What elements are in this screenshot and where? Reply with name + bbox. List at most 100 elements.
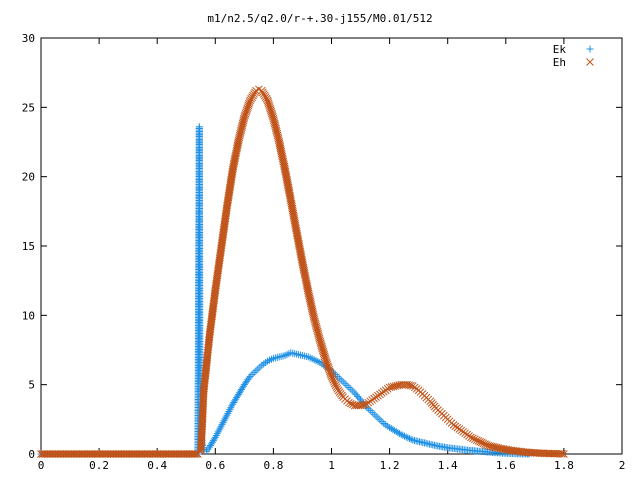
- data-point-ek: [402, 433, 410, 441]
- data-point-eh: [233, 143, 242, 151]
- data-point-ek: [250, 369, 258, 377]
- data-point-ek: [374, 414, 382, 422]
- data-point-ek: [396, 430, 404, 438]
- data-point-ek: [357, 396, 365, 404]
- data-point-ek: [352, 391, 360, 399]
- data-point-eh: [345, 398, 353, 407]
- data-point-eh: [293, 231, 302, 240]
- data-point-ek: [376, 416, 384, 424]
- data-point-eh: [285, 186, 293, 195]
- data-point-ek: [354, 392, 362, 400]
- data-point-eh: [299, 262, 307, 270]
- data-point-eh: [284, 183, 293, 192]
- x-tick-label: 0.2: [89, 459, 109, 472]
- data-point-eh: [560, 450, 568, 458]
- data-point-eh: [298, 258, 307, 267]
- x-tick-label: 1: [328, 459, 335, 472]
- data-point-eh: [295, 241, 303, 249]
- x-tick-label: 0.6: [205, 459, 225, 472]
- data-point-ek: [404, 434, 412, 442]
- data-point-eh: [469, 434, 477, 443]
- data-point-eh: [300, 270, 309, 278]
- legend-label-ek: Ek: [553, 43, 567, 56]
- x-tick-label: 1.4: [438, 459, 458, 472]
- chart-title: m1/n2.5/q2.0/r-+.30-j155/M0.01/512: [207, 12, 432, 25]
- x-tick-label: 1.8: [554, 459, 574, 472]
- x-tick-label: 0: [38, 459, 45, 472]
- data-point-ek: [399, 431, 407, 439]
- data-point-eh: [284, 185, 293, 193]
- data-point-ek: [372, 412, 380, 420]
- data-point-eh: [302, 276, 310, 285]
- data-point-eh: [303, 284, 312, 293]
- data-point-eh: [283, 177, 292, 185]
- data-point-eh: [302, 278, 311, 286]
- data-point-eh: [229, 162, 238, 171]
- data-point-eh: [230, 157, 239, 166]
- data-point-eh: [230, 159, 238, 168]
- data-point-eh: [233, 144, 241, 153]
- data-point-eh: [282, 173, 291, 182]
- x-tick-label: 1.2: [380, 459, 400, 472]
- data-point-eh: [332, 383, 341, 391]
- data-point-eh: [304, 286, 312, 294]
- data-point-eh: [293, 233, 302, 241]
- data-point-ek: [341, 380, 349, 388]
- data-point-ek: [248, 370, 256, 378]
- data-point-eh: [228, 165, 237, 174]
- data-point-eh: [283, 180, 292, 189]
- data-point-ek: [252, 367, 260, 375]
- y-tick-label: 30: [22, 32, 35, 45]
- data-point-eh: [232, 146, 241, 155]
- legend-label-eh: Eh: [553, 56, 566, 69]
- data-point-eh: [286, 191, 294, 200]
- data-point-eh: [229, 164, 237, 172]
- data-point-eh: [282, 172, 291, 181]
- plot-frame: [40, 37, 623, 455]
- data-point-eh: [350, 401, 359, 410]
- data-point-eh: [280, 164, 289, 172]
- data-point-ek: [349, 387, 357, 395]
- y-tick-label: 5: [28, 379, 35, 392]
- data-point-eh: [295, 244, 304, 253]
- data-point-ek: [406, 435, 414, 443]
- data-point-eh: [276, 143, 285, 151]
- data-point-eh: [397, 380, 406, 389]
- data-point-eh: [297, 255, 306, 264]
- data-point-eh: [301, 273, 310, 282]
- data-point-ek: [245, 374, 253, 382]
- data-point-eh: [277, 146, 285, 155]
- data-point-eh: [278, 154, 287, 163]
- data-point-eh: [301, 271, 309, 280]
- data-point-eh: [231, 151, 240, 160]
- data-point-eh: [275, 139, 284, 148]
- data-point-eh: [282, 170, 290, 179]
- legend-marker-eh: [586, 58, 594, 66]
- data-point-eh: [292, 228, 301, 236]
- series-eh: [37, 85, 568, 458]
- data-point-eh: [278, 152, 287, 161]
- data-point-eh: [301, 274, 310, 283]
- data-point-ek: [378, 418, 386, 426]
- data-point-eh: [231, 152, 240, 161]
- data-point-eh: [277, 149, 286, 158]
- data-point-eh: [190, 450, 199, 458]
- data-point-eh: [285, 189, 294, 198]
- data-point-eh: [303, 283, 312, 291]
- y-tick-label: 0: [28, 448, 35, 461]
- data-point-eh: [297, 252, 306, 261]
- data-point-eh: [281, 167, 290, 176]
- data-point-eh: [230, 156, 239, 164]
- data-point-eh: [280, 160, 288, 169]
- data-point-eh: [302, 279, 311, 288]
- data-point-eh: [347, 399, 355, 408]
- data-point-eh: [285, 188, 294, 197]
- data-point-ek: [347, 385, 355, 393]
- data-point-eh: [278, 151, 286, 159]
- x-tick-label: 2: [619, 459, 626, 472]
- data-point-eh: [467, 433, 475, 442]
- data-point-eh: [232, 149, 240, 158]
- data-point-eh: [294, 236, 303, 245]
